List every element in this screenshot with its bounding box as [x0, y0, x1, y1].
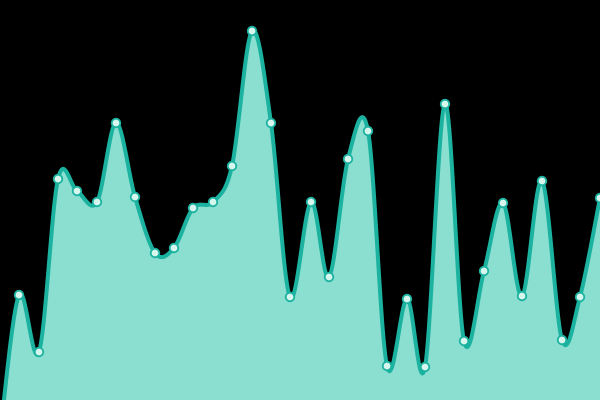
data-point-marker — [284, 291, 296, 303]
data-point-marker — [71, 185, 83, 197]
data-point-marker — [536, 175, 548, 187]
data-point-marker — [110, 117, 122, 129]
data-point-marker — [129, 191, 141, 203]
data-point-marker — [342, 153, 354, 165]
data-point-marker — [381, 360, 393, 372]
data-point-marker — [401, 293, 413, 305]
data-point-marker — [187, 202, 199, 214]
data-point-marker — [556, 334, 568, 346]
data-point-marker — [478, 265, 490, 277]
data-point-marker — [33, 346, 45, 358]
data-point-marker — [13, 289, 25, 301]
data-point-marker — [168, 242, 180, 254]
data-point-marker — [207, 196, 219, 208]
data-point-marker — [52, 173, 64, 185]
data-point-marker — [419, 361, 431, 373]
data-point-marker — [265, 117, 277, 129]
data-point-marker — [516, 290, 528, 302]
area-fill — [3, 30, 600, 400]
data-point-marker — [226, 160, 238, 172]
data-point-marker — [574, 291, 586, 303]
data-point-marker — [497, 197, 509, 209]
data-point-marker — [362, 125, 374, 137]
data-point-marker — [323, 271, 335, 283]
data-point-marker — [594, 192, 600, 204]
data-point-marker — [149, 247, 161, 259]
data-point-marker — [246, 25, 258, 37]
data-point-marker — [91, 196, 103, 208]
data-point-marker — [305, 196, 317, 208]
data-point-marker — [439, 98, 451, 110]
data-point-marker — [458, 335, 470, 347]
